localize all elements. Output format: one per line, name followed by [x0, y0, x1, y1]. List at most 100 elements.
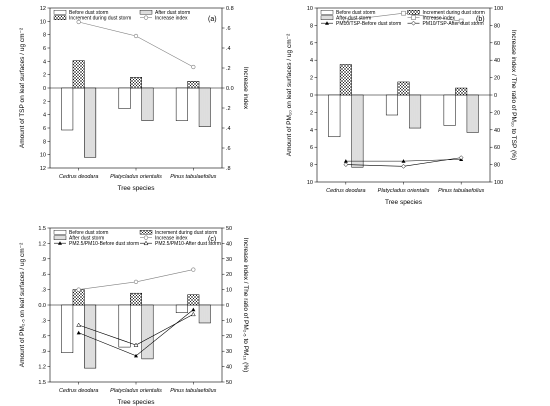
- left-tick-label: 1.2: [38, 365, 46, 371]
- left-tick-label: 6: [310, 145, 313, 151]
- left-tick-label: 2: [43, 73, 46, 79]
- category-label: Cedrus deodara: [326, 188, 365, 194]
- right-tick-label: 60: [494, 145, 500, 151]
- right-tick-label: 40: [226, 241, 232, 247]
- left-tick-label: 8: [43, 33, 46, 39]
- series-line: [78, 21, 194, 68]
- bar: [84, 304, 97, 369]
- bar: [409, 94, 422, 129]
- left-tick-label: 2: [310, 110, 313, 116]
- legend-label: Increment during dust storm: [423, 10, 485, 16]
- right-tick-label: 30: [226, 349, 232, 355]
- legend-label: Increase index: [155, 15, 188, 21]
- left-tick-label: 6: [43, 126, 46, 132]
- chart-panel-b: 108642024681010080604020020406080100Cedr…: [286, 6, 517, 206]
- bar: [141, 304, 154, 360]
- bar: [72, 289, 85, 306]
- right-tick-label: .8: [226, 166, 231, 172]
- left-tick-label: .3: [41, 318, 46, 324]
- legend-entry: Increment during dust storm: [139, 229, 217, 236]
- bar: [72, 60, 85, 89]
- bar: [130, 292, 142, 306]
- bar: [385, 94, 398, 116]
- bar: [443, 94, 456, 126]
- panel-label: (c): [208, 236, 216, 243]
- right-tick-label: 0: [226, 303, 229, 309]
- data-point: [458, 18, 464, 24]
- legend-label: PM10/TSP-Before dust storm: [336, 21, 401, 27]
- legend-label: Increment during dust storm: [155, 230, 217, 236]
- category-label: Cedrus deodara: [59, 388, 98, 394]
- bar: [175, 87, 188, 121]
- bar: [187, 81, 200, 89]
- right-tick-label: 0: [494, 93, 497, 99]
- x-axis-label: Tree species: [118, 185, 156, 192]
- data-point: [134, 353, 138, 358]
- legend-label: Before dust storm: [69, 10, 108, 16]
- category-label: Platycladus orientalis: [378, 188, 430, 194]
- legend-swatch: [53, 235, 67, 241]
- right-tick-label: 50: [226, 380, 232, 386]
- legend-swatch: [320, 9, 334, 15]
- right-tick-label: 0.8: [226, 6, 234, 12]
- legend-entry: Increment during dust storm: [407, 10, 485, 16]
- bar: [61, 304, 74, 353]
- bar: [118, 87, 131, 109]
- series-line: [78, 269, 194, 290]
- legend-swatch: [139, 229, 153, 235]
- legend-label: Increment during dust storm: [69, 15, 131, 21]
- legend-swatch: [139, 9, 153, 15]
- bar: [455, 87, 468, 96]
- data-point: [190, 311, 196, 317]
- right-tick-label: 80: [494, 163, 500, 169]
- left-tick-label: 6: [43, 46, 46, 52]
- left-tick-label: 1.2: [38, 241, 46, 247]
- bar: [339, 64, 352, 96]
- left-tick-label: 4: [43, 59, 46, 65]
- left-tick-label: 8: [310, 23, 313, 29]
- legend-label: After dust storm: [69, 235, 104, 241]
- left-tick-label: 4: [43, 113, 46, 119]
- right-tick-label: 20: [226, 334, 232, 340]
- right-tick-label: .6: [226, 26, 231, 32]
- bar: [466, 94, 479, 133]
- legend-entry: After dust storm: [320, 15, 371, 21]
- bar: [175, 304, 188, 313]
- panel-label: (b): [476, 16, 485, 23]
- legend-marker: [325, 21, 329, 25]
- right-tick-label: 20: [494, 76, 500, 82]
- legend-label: Before dust storm: [336, 10, 375, 16]
- bar: [141, 87, 154, 121]
- legend-marker: [58, 241, 62, 245]
- right-tick-label: 30: [226, 257, 232, 263]
- right-tick-label: 40: [494, 58, 500, 64]
- y2-axis-label: Increase index: [242, 67, 249, 110]
- legend-marker: [411, 20, 416, 26]
- right-tick-label: 40: [226, 365, 232, 371]
- legend-entry: Before dust storm: [53, 9, 108, 16]
- y2-axis-label: Increase index / The ratio of PM₁₀ to TS…: [510, 30, 517, 160]
- bar: [328, 94, 341, 138]
- data-point: [133, 342, 139, 347]
- left-tick-label: 8: [43, 139, 46, 145]
- legend-swatch: [53, 15, 67, 21]
- data-point: [191, 64, 196, 70]
- legend-entry: After dust storm: [53, 235, 104, 241]
- right-tick-label: 10: [226, 318, 232, 324]
- right-tick-label: .6: [226, 146, 231, 152]
- legend-entry: Increase index: [140, 15, 188, 21]
- legend-label: After dust storm: [155, 10, 190, 16]
- legend-entry: PM2.5/PM10-Before dust storm: [54, 241, 139, 247]
- bar: [351, 94, 364, 168]
- legend-label: Increase index: [155, 235, 188, 241]
- chart-panel-a: 12 10 8 6 4 2 0 2 4 6 8 10 12 0.8 .6 .4 .2 0.0 .2 .4 .6 .8 Ced…: [19, 6, 249, 192]
- data-point: [343, 17, 349, 23]
- right-tick-label: 20: [226, 272, 232, 278]
- legend-label: Increase index: [423, 15, 456, 21]
- right-tick-label: 80: [494, 23, 500, 29]
- category-label: Pinus tabulaefolius: [438, 188, 484, 194]
- y-axis-label: Amount of PM₂.₅ on leaf surfaces / ug cm…: [19, 242, 26, 367]
- legend-swatch: [53, 9, 67, 15]
- data-point: [401, 10, 406, 16]
- data-point: [191, 307, 196, 312]
